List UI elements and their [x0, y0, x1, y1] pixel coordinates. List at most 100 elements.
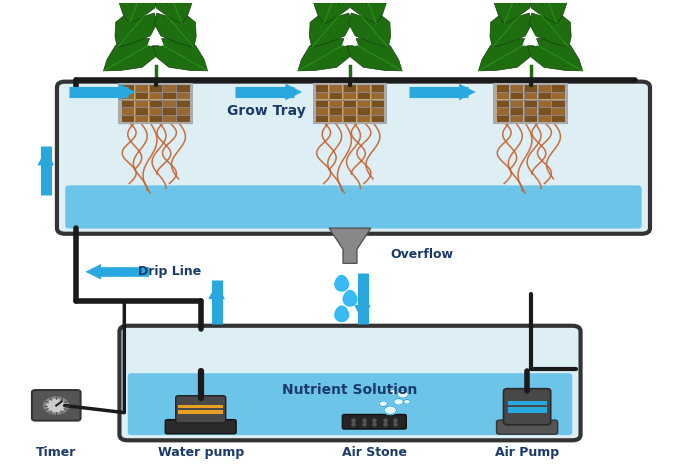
FancyBboxPatch shape [510, 93, 523, 99]
Polygon shape [298, 38, 353, 71]
Polygon shape [530, 0, 568, 24]
FancyBboxPatch shape [372, 108, 384, 114]
FancyBboxPatch shape [503, 389, 551, 425]
FancyBboxPatch shape [510, 86, 523, 92]
FancyBboxPatch shape [120, 326, 580, 440]
FancyBboxPatch shape [177, 86, 190, 92]
Polygon shape [155, 0, 192, 24]
FancyBboxPatch shape [177, 108, 190, 114]
Polygon shape [150, 0, 183, 5]
Polygon shape [526, 0, 559, 5]
FancyBboxPatch shape [135, 86, 148, 92]
FancyBboxPatch shape [372, 93, 384, 99]
FancyBboxPatch shape [163, 86, 176, 92]
FancyBboxPatch shape [538, 100, 551, 107]
FancyBboxPatch shape [538, 108, 551, 114]
FancyBboxPatch shape [122, 108, 134, 114]
FancyBboxPatch shape [524, 100, 537, 107]
FancyBboxPatch shape [524, 108, 537, 114]
Polygon shape [154, 9, 196, 48]
FancyBboxPatch shape [358, 93, 370, 99]
FancyBboxPatch shape [176, 396, 225, 423]
Polygon shape [119, 0, 157, 24]
FancyBboxPatch shape [149, 108, 162, 114]
FancyBboxPatch shape [508, 408, 547, 413]
FancyBboxPatch shape [538, 115, 551, 122]
Polygon shape [335, 306, 349, 322]
FancyBboxPatch shape [344, 100, 356, 107]
Polygon shape [503, 0, 536, 5]
FancyBboxPatch shape [538, 93, 551, 99]
Circle shape [393, 399, 403, 405]
FancyBboxPatch shape [372, 86, 384, 92]
Circle shape [379, 401, 388, 407]
FancyBboxPatch shape [177, 93, 190, 99]
FancyBboxPatch shape [314, 84, 386, 124]
FancyBboxPatch shape [538, 86, 551, 92]
FancyBboxPatch shape [177, 100, 190, 107]
FancyBboxPatch shape [120, 84, 192, 124]
FancyBboxPatch shape [552, 108, 565, 114]
FancyBboxPatch shape [524, 93, 537, 99]
Polygon shape [127, 0, 161, 5]
FancyBboxPatch shape [32, 390, 80, 420]
FancyBboxPatch shape [344, 93, 356, 99]
Text: Nutrient Solution: Nutrient Solution [282, 383, 418, 397]
FancyBboxPatch shape [135, 108, 148, 114]
Polygon shape [313, 0, 351, 24]
FancyBboxPatch shape [524, 86, 537, 92]
FancyBboxPatch shape [316, 86, 328, 92]
FancyBboxPatch shape [128, 373, 572, 435]
FancyBboxPatch shape [135, 100, 148, 107]
Circle shape [403, 399, 410, 404]
FancyBboxPatch shape [135, 93, 148, 99]
Polygon shape [347, 38, 402, 71]
Circle shape [397, 390, 408, 398]
FancyBboxPatch shape [496, 100, 509, 107]
FancyBboxPatch shape [496, 115, 509, 122]
FancyBboxPatch shape [149, 115, 162, 122]
FancyBboxPatch shape [178, 410, 223, 415]
Polygon shape [479, 38, 533, 71]
FancyBboxPatch shape [358, 115, 370, 122]
FancyBboxPatch shape [330, 108, 342, 114]
FancyBboxPatch shape [178, 405, 223, 408]
FancyBboxPatch shape [163, 100, 176, 107]
Text: Air Stone: Air Stone [342, 446, 407, 459]
FancyBboxPatch shape [344, 108, 356, 114]
FancyBboxPatch shape [177, 115, 190, 122]
FancyBboxPatch shape [316, 108, 328, 114]
Text: Grow Tray: Grow Tray [228, 104, 306, 118]
FancyBboxPatch shape [510, 108, 523, 114]
Polygon shape [494, 0, 531, 24]
FancyBboxPatch shape [330, 93, 342, 99]
FancyBboxPatch shape [508, 401, 547, 405]
FancyBboxPatch shape [496, 86, 509, 92]
Text: Overflow: Overflow [391, 248, 454, 261]
FancyBboxPatch shape [165, 419, 236, 434]
Polygon shape [345, 0, 378, 5]
FancyBboxPatch shape [122, 100, 134, 107]
FancyBboxPatch shape [163, 108, 176, 114]
FancyBboxPatch shape [65, 185, 642, 228]
FancyBboxPatch shape [372, 100, 384, 107]
Circle shape [47, 399, 65, 412]
FancyBboxPatch shape [122, 93, 134, 99]
FancyBboxPatch shape [122, 86, 134, 92]
FancyBboxPatch shape [149, 86, 162, 92]
Polygon shape [153, 38, 208, 71]
FancyBboxPatch shape [494, 84, 567, 124]
Polygon shape [115, 9, 157, 48]
FancyBboxPatch shape [552, 115, 565, 122]
Polygon shape [104, 38, 158, 71]
FancyBboxPatch shape [149, 100, 162, 107]
Polygon shape [349, 0, 387, 24]
Polygon shape [309, 9, 351, 48]
FancyBboxPatch shape [358, 108, 370, 114]
Text: Drip Line: Drip Line [138, 265, 202, 278]
FancyBboxPatch shape [163, 115, 176, 122]
FancyBboxPatch shape [122, 115, 134, 122]
Polygon shape [528, 38, 582, 71]
FancyBboxPatch shape [510, 115, 523, 122]
Text: Water pump: Water pump [158, 446, 244, 459]
